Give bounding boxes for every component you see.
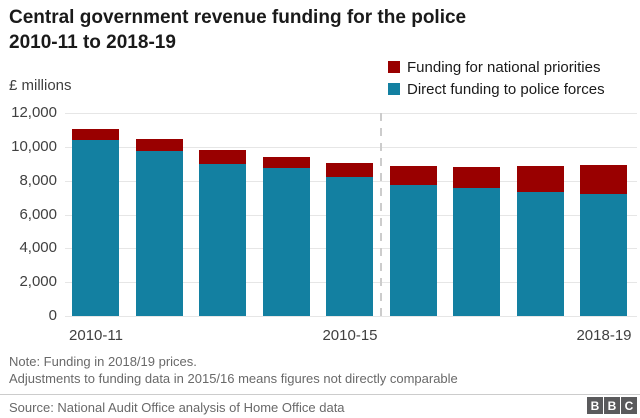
gridline xyxy=(65,316,637,317)
bar-segment-national-priorities-2014-15 xyxy=(326,163,373,177)
y-axis-tick-label: 2,000 xyxy=(19,273,57,290)
bar-segment-direct-funding-2016-17 xyxy=(453,188,500,316)
page-title: Central government revenue funding for t… xyxy=(9,5,633,55)
legend-swatch-direct-funding-icon xyxy=(388,83,400,95)
legend-item-national-priorities: Funding for national priorities xyxy=(388,56,605,78)
bbc-logo-letter-icon: B xyxy=(587,397,603,414)
y-axis-tick-label: 6,000 xyxy=(19,206,57,223)
title-line-2: 2010-11 to 2018-19 xyxy=(9,32,176,53)
bbc-logo-letter-icon: C xyxy=(621,397,637,414)
bar-segment-direct-funding-2015-16 xyxy=(390,185,437,316)
comparability-divider-line xyxy=(380,113,382,316)
x-axis-tick-label: 2010-11 xyxy=(69,327,123,344)
y-axis-tick-label: 0 xyxy=(48,307,57,324)
bar-segment-direct-funding-2011-12 xyxy=(136,151,183,316)
y-axis-tick-label: 8,000 xyxy=(19,172,57,189)
bar-segment-direct-funding-2018-19 xyxy=(580,194,627,316)
legend-label: Direct funding to police forces xyxy=(407,80,605,98)
legend-item-direct-funding: Direct funding to police forces xyxy=(388,78,605,100)
bar-segment-direct-funding-2010-11 xyxy=(72,140,119,316)
bar-segment-national-priorities-2015-16 xyxy=(390,166,437,185)
note-line-1: Note: Funding in 2018/19 prices. xyxy=(9,354,197,369)
chart-notes: Note: Funding in 2018/19 prices. Adjustm… xyxy=(9,353,458,387)
x-axis-tick-label: 2018-19 xyxy=(576,327,632,344)
y-axis-unit-label: £ millions xyxy=(9,77,72,94)
bar-segment-direct-funding-2017-18 xyxy=(517,192,564,316)
bar-segment-national-priorities-2011-12 xyxy=(136,139,183,151)
bar-segment-national-priorities-2016-17 xyxy=(453,167,500,188)
title-line-1: Central government revenue funding for t… xyxy=(9,7,467,28)
note-line-2: Adjustments to funding data in 2015/16 m… xyxy=(9,371,458,386)
gridline xyxy=(65,147,637,148)
bar-segment-national-priorities-2017-18 xyxy=(517,166,564,192)
legend-swatch-national-priorities-icon xyxy=(388,61,400,73)
x-axis-tick-label: 2010-15 xyxy=(322,327,378,344)
legend-label: Funding for national priorities xyxy=(407,58,601,76)
chart-legend: Funding for national priorities Direct f… xyxy=(388,56,605,100)
bar-segment-national-priorities-2018-19 xyxy=(580,165,627,194)
bar-segment-national-priorities-2012-13 xyxy=(199,150,246,164)
bar-segment-national-priorities-2010-11 xyxy=(72,129,119,140)
bbc-logo-letter-icon: B xyxy=(604,397,620,414)
y-axis-tick-label: 12,000 xyxy=(11,104,57,121)
bar-segment-direct-funding-2012-13 xyxy=(199,164,246,316)
bar-segment-national-priorities-2013-14 xyxy=(263,157,310,168)
footer-divider xyxy=(0,394,640,395)
bar-segment-direct-funding-2013-14 xyxy=(263,168,310,316)
source-attribution: Source: National Audit Office analysis o… xyxy=(9,400,345,415)
bar-segment-direct-funding-2014-15 xyxy=(326,177,373,316)
y-axis-tick-label: 4,000 xyxy=(19,239,57,256)
bbc-logo: B B C xyxy=(587,397,637,414)
y-axis-tick-label: 10,000 xyxy=(11,138,57,155)
gridline xyxy=(65,113,637,114)
